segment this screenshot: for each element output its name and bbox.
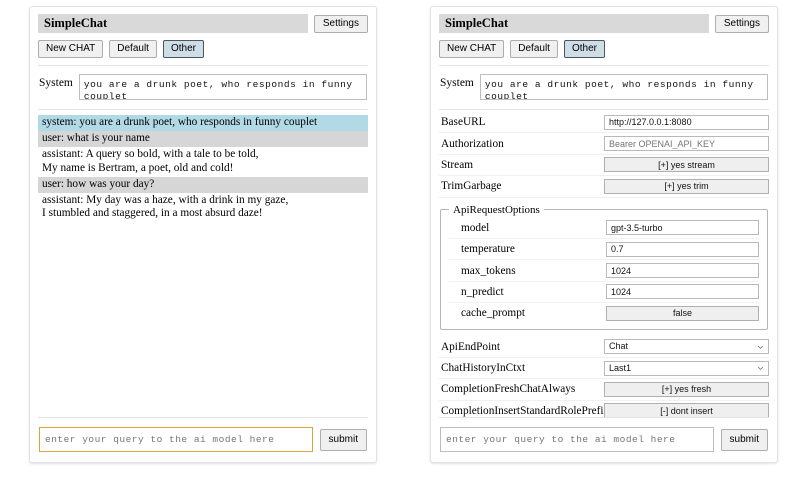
session-tab-other[interactable]: Other (162, 40, 204, 58)
titlebar-right: SimpleChat Settings (439, 14, 769, 33)
settings-label-stream: Stream (441, 158, 473, 171)
api-request-options-fieldset: ApiRequestOptions model temperature max_to… (440, 203, 768, 330)
chat-panel: SimpleChat Settings New CHAT Default Oth… (29, 6, 377, 463)
settings-toggle-cache-prompt[interactable]: false (606, 305, 759, 321)
settings-row-model: model (449, 218, 759, 239)
settings-input-authorization[interactable] (604, 136, 769, 152)
settings-label-apiendpoint: ApiEndPoint (441, 340, 500, 353)
settings-list: BaseURL Authorization Stream [+] yes stream… (439, 110, 769, 417)
settings-input-max-tokens[interactable] (606, 263, 759, 279)
settings-input-baseurl[interactable] (604, 114, 769, 130)
settings-group-top: BaseURL Authorization Stream [+] yes stream… (439, 112, 769, 198)
settings-select-apiendpoint[interactable]: Chat (604, 339, 769, 355)
settings-label-trimgarbage: TrimGarbage (441, 180, 502, 193)
settings-label-n-predict: n_predict (461, 285, 504, 298)
settings-group-bottom: ApiEndPoint Chat ChatHistoryInCtxt Last1 Com… (439, 337, 769, 417)
settings-row-trimgarbage: TrimGarbage [+] yes trim (439, 176, 769, 198)
session-bar-left: New CHAT Default Other (38, 40, 368, 66)
settings-row-n-predict: n_predict (449, 282, 759, 304)
query-bar-left: submit (38, 417, 368, 462)
system-prompt-row-left: System (38, 66, 368, 110)
settings-toggle-completionfreshchatalways[interactable]: [+] yes fresh (604, 381, 769, 397)
submit-button-right[interactable]: submit (720, 428, 768, 451)
settings-row-authorization: Authorization (439, 133, 769, 155)
page-title: SimpleChat (38, 14, 308, 33)
system-prompt-input-right[interactable] (479, 74, 768, 100)
api-request-options-legend: ApiRequestOptions (453, 203, 540, 216)
page-title-right: SimpleChat (439, 14, 709, 33)
submit-button[interactable]: submit (319, 428, 367, 451)
settings-input-temperature[interactable] (606, 241, 759, 257)
settings-label-model: model (461, 221, 490, 234)
settings-select-value-apiendpoint: Chat (609, 341, 629, 352)
settings-toggle-trimgarbage[interactable]: [+] yes trim (604, 178, 769, 194)
session-tab-other-right[interactable]: Other (563, 40, 605, 58)
session-tab-default[interactable]: Default (109, 40, 157, 58)
settings-toggle-stream[interactable]: [+] yes stream (604, 157, 769, 173)
settings-panel: SimpleChat Settings New CHAT Default Oth… (430, 6, 778, 463)
titlebar-left: SimpleChat Settings (38, 14, 368, 33)
settings-label-cache-prompt: cache_prompt (461, 307, 525, 320)
system-prompt-input[interactable] (78, 74, 367, 100)
chat-message-user: user: how was your day? (38, 176, 368, 194)
settings-row-stream: Stream [+] yes stream (439, 155, 769, 177)
settings-select-chathistoryinctxt[interactable]: Last1 (604, 360, 769, 376)
chat-log[interactable]: system: you are a drunk poet, who respon… (38, 110, 368, 417)
settings-row-temperature: temperature (449, 239, 759, 261)
api-request-options-rows: model temperature max_tokens n_predictcache… (449, 218, 759, 324)
settings-row-completionfreshchatalways: CompletionFreshChatAlways [+] yes fresh (439, 379, 769, 401)
system-prompt-row-right: System (439, 66, 769, 110)
settings-label-authorization: Authorization (441, 137, 504, 150)
settings-row-max-tokens: max_tokens (449, 260, 759, 282)
settings-row-chathistoryinctxt: ChatHistoryInCtxt Last1 (439, 358, 769, 380)
settings-input-n-predict[interactable] (606, 284, 759, 300)
settings-button-right[interactable]: Settings (714, 14, 769, 33)
chat-message-system: system: you are a drunk poet, who respon… (38, 115, 368, 132)
chat-message-assistant: assistant: A query so bold, with a tale … (38, 147, 368, 177)
settings-select-value-chathistoryinctxt: Last1 (609, 362, 632, 373)
new-chat-button-right[interactable]: New CHAT (439, 40, 505, 58)
settings-row-baseurl: BaseURL (439, 112, 769, 134)
query-input[interactable] (39, 427, 313, 452)
session-bar-right: New CHAT Default Other (439, 40, 769, 66)
chat-message-user: user: what is your name (38, 131, 368, 148)
settings-label-completionfreshchatalways: CompletionFreshChatAlways (441, 383, 576, 396)
settings-label-max-tokens: max_tokens (461, 264, 516, 277)
settings-row-cache-prompt: cache_prompt false (449, 303, 759, 323)
settings-label-temperature: temperature (461, 243, 515, 256)
new-chat-button[interactable]: New CHAT (38, 40, 104, 58)
session-tab-default-right[interactable]: Default (510, 40, 558, 58)
chevron-down-icon (757, 366, 764, 370)
system-prompt-label-right: System (440, 77, 474, 89)
settings-label-completioninsertstandardroleprefix: CompletionInsertStandardRolePrefix (441, 404, 604, 417)
settings-row-completioninsertstandardroleprefix: CompletionInsertStandardRolePrefix [-] do… (439, 401, 769, 417)
chevron-down-icon (757, 345, 764, 349)
system-prompt-label: System (39, 77, 73, 89)
query-input-right[interactable] (440, 427, 714, 452)
settings-label-chathistoryinctxt: ChatHistoryInCtxt (441, 362, 526, 375)
settings-label-baseurl: BaseURL (441, 116, 486, 129)
query-bar-right: submit (439, 417, 769, 462)
settings-button[interactable]: Settings (313, 14, 368, 33)
settings-toggle-completioninsertstandardroleprefix[interactable]: [-] dont insert (604, 403, 769, 417)
chat-message-assistant: assistant: My day was a haze, with a dri… (38, 193, 368, 223)
settings-input-model[interactable] (606, 220, 759, 236)
settings-row-apiendpoint: ApiEndPoint Chat (439, 337, 769, 358)
